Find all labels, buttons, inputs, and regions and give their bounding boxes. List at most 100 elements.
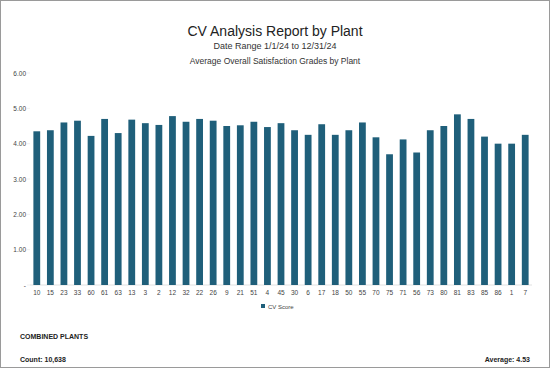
- bar: [223, 126, 230, 285]
- x-tick-label: 15: [47, 289, 55, 296]
- x-tick-label: 55: [359, 289, 367, 296]
- x-tick-label: 63: [115, 289, 123, 296]
- bar: [61, 122, 68, 285]
- y-tick-label: 2.00: [13, 211, 26, 218]
- bar: [156, 125, 163, 285]
- bar: [373, 137, 380, 285]
- x-tick-label: 22: [196, 289, 204, 296]
- y-tick: [27, 143, 30, 144]
- x-tick-label: 30: [291, 289, 299, 296]
- bar: [440, 126, 447, 285]
- x-tick-label: 18: [332, 289, 340, 296]
- y-tick-label: 4.00: [13, 140, 26, 147]
- bar: [74, 121, 81, 285]
- x-tick-label: 4: [266, 289, 270, 296]
- bar: [47, 130, 54, 285]
- x-axis: 1015233360616313321232222692151445306171…: [33, 289, 527, 296]
- bar: [332, 135, 339, 285]
- bar: [427, 130, 434, 285]
- x-tick-label: 60: [87, 289, 95, 296]
- x-tick-label: 56: [413, 289, 421, 296]
- bar: [359, 122, 366, 285]
- y-tick: [27, 214, 30, 215]
- footer-count: Count: 10,638: [20, 356, 66, 364]
- bar: [495, 144, 502, 285]
- frame: [1, 1, 550, 368]
- x-tick-label: 70: [372, 289, 380, 296]
- y-axis: - 1.00 2.00 3.00 4.00 5.00 6.00: [13, 70, 30, 289]
- bar: [88, 136, 95, 285]
- bar: [128, 120, 135, 285]
- x-tick-label: 45: [277, 289, 285, 296]
- bar: [183, 122, 190, 285]
- bar: [210, 121, 217, 285]
- x-tick-label: 73: [427, 289, 435, 296]
- y-tick: [27, 73, 30, 74]
- x-tick-label: 61: [101, 289, 109, 296]
- x-tick-label: 51: [250, 289, 258, 296]
- x-tick-label: 32: [182, 289, 190, 296]
- x-tick-label: 6: [306, 289, 310, 296]
- bar: [169, 116, 176, 285]
- bar: [264, 127, 271, 285]
- bars: [33, 114, 528, 285]
- bar: [345, 130, 352, 285]
- legend-swatch: [261, 304, 265, 308]
- chart: CV Analysis Report by Plant Date Range 1/…: [0, 0, 550, 368]
- title: CV Analysis Report by Plant: [187, 23, 362, 39]
- x-tick-label: 85: [481, 289, 489, 296]
- x-tick-label: 3: [144, 289, 148, 296]
- bar: [454, 114, 461, 285]
- bar: [318, 124, 325, 285]
- footer-average: Average: 4.53: [485, 356, 530, 364]
- bar: [250, 122, 257, 285]
- y-tick: [27, 285, 30, 286]
- x-tick-label: 7: [523, 289, 527, 296]
- x-tick-label: 13: [128, 289, 136, 296]
- y-tick: [27, 179, 30, 180]
- footer-label: COMBINED PLANTS: [20, 333, 88, 340]
- x-tick-label: 33: [74, 289, 82, 296]
- x-tick-label: 75: [386, 289, 394, 296]
- bar: [386, 154, 393, 285]
- x-tick-label: 12: [169, 289, 177, 296]
- subtitle: Date Range 1/1/24 to 12/31/24: [213, 41, 336, 51]
- x-tick-label: 50: [345, 289, 353, 296]
- bar: [101, 119, 108, 285]
- x-tick-label: 9: [225, 289, 229, 296]
- x-tick-label: 1: [510, 289, 514, 296]
- y-tick-label: 6.00: [13, 70, 26, 77]
- bar: [305, 135, 312, 285]
- bar: [481, 137, 488, 285]
- y-tick-label: -: [24, 282, 26, 289]
- x-tick-label: 2: [157, 289, 161, 296]
- chart-title: Average Overall Satisfaction Grades by P…: [190, 56, 361, 66]
- x-tick-label: 26: [210, 289, 218, 296]
- x-tick-label: 21: [237, 289, 245, 296]
- bar: [508, 144, 515, 285]
- legend: CV Score: [261, 304, 294, 310]
- bar: [291, 130, 298, 285]
- x-tick-label: 81: [454, 289, 462, 296]
- bar: [278, 123, 285, 285]
- x-tick-label: 83: [467, 289, 475, 296]
- x-tick-label: 80: [440, 289, 448, 296]
- x-tick-label: 10: [33, 289, 41, 296]
- x-tick-label: 71: [399, 289, 407, 296]
- y-tick-label: 5.00: [13, 105, 26, 112]
- bar: [522, 135, 529, 285]
- y-tick-label: 1.00: [13, 246, 26, 253]
- x-tick-label: 17: [318, 289, 326, 296]
- bar: [115, 133, 122, 285]
- y-tick: [27, 108, 30, 109]
- bar: [237, 125, 244, 285]
- bar: [400, 139, 407, 285]
- legend-label: CV Score: [268, 304, 294, 310]
- bar: [468, 119, 475, 285]
- bar: [142, 123, 149, 285]
- bar: [413, 153, 420, 286]
- x-tick-label: 86: [494, 289, 502, 296]
- x-tick-label: 23: [60, 289, 68, 296]
- bar: [196, 119, 203, 285]
- y-tick-label: 3.00: [13, 176, 26, 183]
